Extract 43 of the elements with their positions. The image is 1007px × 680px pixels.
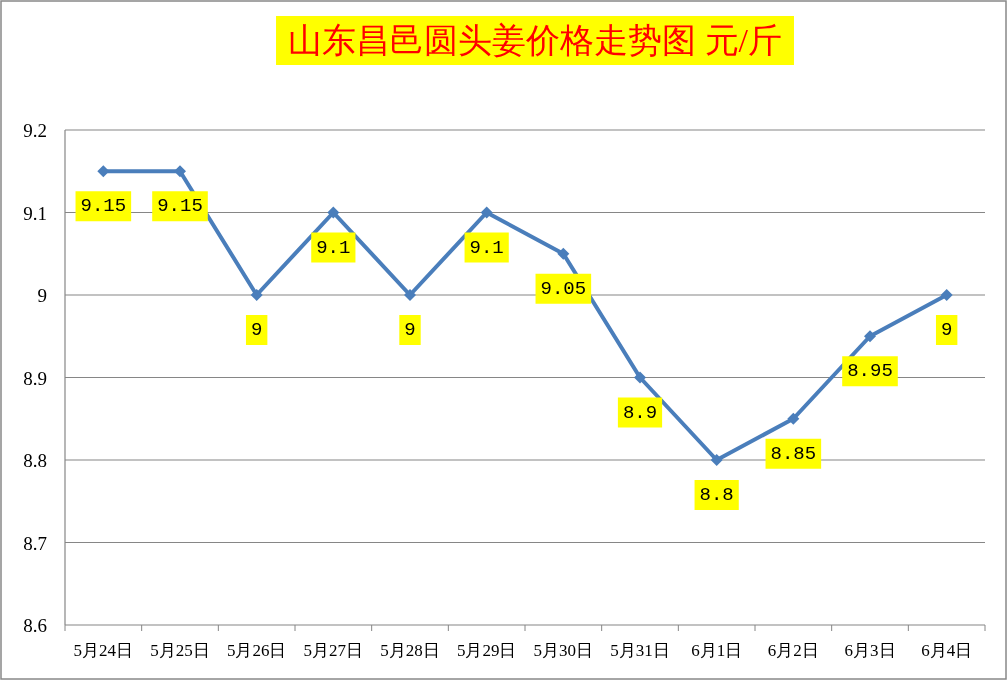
point — [787, 412, 800, 425]
x-tick-label: 6月4日 — [921, 641, 973, 660]
x-tick-label: 6月3日 — [844, 641, 896, 660]
x-tick-label: 5月28日 — [380, 641, 440, 660]
x-tick-label: 5月29日 — [456, 641, 517, 660]
y-tick-label: 8.9 — [23, 367, 47, 389]
x-tick-label: 6月1日 — [691, 641, 743, 660]
x-tick-label: 5月24日 — [73, 641, 134, 660]
y-tick-label: 9 — [37, 285, 47, 306]
y-tick-label: 8.8 — [23, 450, 47, 471]
point — [634, 371, 646, 384]
data-label: 8.95 — [847, 360, 893, 383]
y-tick-label: 9.2 — [23, 120, 47, 141]
point — [327, 206, 340, 219]
y-tick-label: 9.1 — [23, 202, 47, 224]
point — [480, 206, 493, 219]
x-tick-label: 5月31日 — [610, 641, 670, 660]
data-label: 9 — [250, 319, 263, 341]
data-label: 9.15 — [157, 195, 203, 218]
point — [940, 289, 953, 301]
data-label: 9.15 — [80, 195, 127, 218]
data-label: 9.1 — [469, 236, 504, 259]
data-label: 9 — [940, 319, 953, 341]
x-tick-label: 5月30日 — [533, 641, 594, 660]
point — [250, 289, 263, 301]
data-label: 8.85 — [770, 442, 817, 465]
chart-title: 山东昌邑圆头姜价格走势图 元/斤 — [288, 22, 782, 59]
x-tick-label: 6月2日 — [767, 641, 819, 660]
data-label: 8.8 — [699, 484, 734, 506]
point — [710, 454, 723, 466]
data-label: 9.1 — [316, 236, 351, 259]
data-label: 9 — [404, 319, 416, 341]
x-tick-label: 5月27日 — [303, 641, 364, 660]
y-tick-label: 8.6 — [23, 615, 47, 636]
data-label: 9.05 — [540, 277, 587, 300]
point — [174, 165, 186, 178]
point — [404, 289, 416, 301]
data-label: 8.9 — [622, 401, 658, 424]
point — [864, 330, 876, 343]
point — [557, 247, 570, 260]
x-tick-label: 5月25日 — [150, 641, 210, 660]
y-tick-label: 8.7 — [23, 532, 47, 554]
x-tick-label: 5月26日 — [226, 641, 287, 660]
